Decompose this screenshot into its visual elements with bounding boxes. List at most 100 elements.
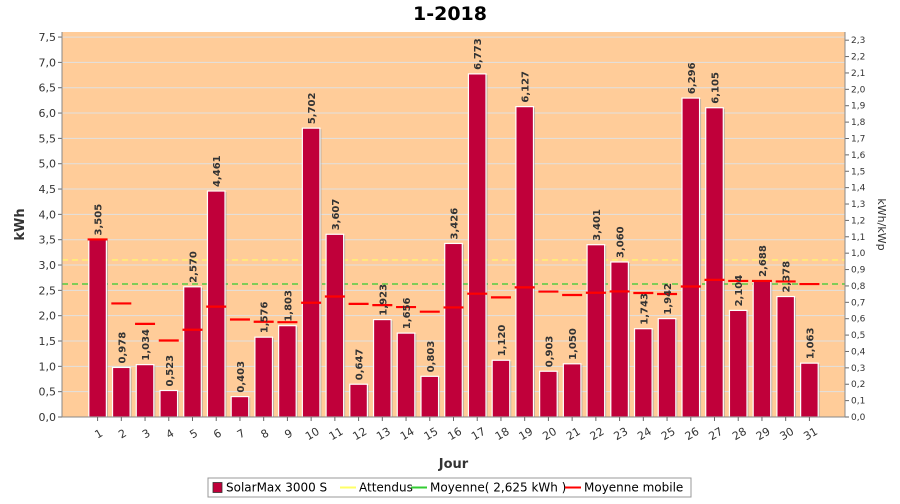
legend-box <box>207 477 692 498</box>
bar <box>206 190 226 418</box>
bar-value-label: 0,903 <box>544 336 555 368</box>
bar-value-label: 1,120 <box>497 325 508 357</box>
y-tick-label: 7,0 <box>39 56 57 69</box>
y-tick-label: 5,5 <box>39 132 57 145</box>
y2-tick-label: 0,5 <box>851 331 865 341</box>
y-tick-label: 0,0 <box>39 411 57 424</box>
y-tick-label: 4,5 <box>39 183 57 196</box>
y2-tick-label: 1,0 <box>851 249 866 259</box>
y-tick-label: 3,5 <box>39 234 57 247</box>
y2-tick-label: 1,1 <box>851 233 865 243</box>
bar-value-label: 5,702 <box>307 92 318 124</box>
chart-title: 1-2018 <box>413 3 487 25</box>
x-tick-label: 13 <box>374 425 393 443</box>
y2-tick-label: 0,2 <box>851 380 865 390</box>
x-tick-label: 14 <box>398 425 417 443</box>
bar <box>491 359 511 418</box>
y2-tick-label: 0,6 <box>851 315 866 325</box>
x-tick-label: 6 <box>211 427 224 442</box>
x-tick-label: 30 <box>778 425 797 443</box>
x-tick-label: 20 <box>540 425 559 443</box>
x-tick-label: 11 <box>327 425 346 443</box>
bar <box>135 364 155 418</box>
bar-value-label: 0,523 <box>165 355 176 387</box>
bar <box>159 389 179 418</box>
legend-label: Moyenne( 2,625 kWh ) <box>430 481 566 495</box>
bar-value-label: 2,688 <box>758 245 769 277</box>
y2-tick-label: 0,0 <box>851 413 866 423</box>
y-tick-label: 2,0 <box>39 310 57 323</box>
bar-value-label: 1,923 <box>378 284 389 316</box>
bar <box>325 233 345 418</box>
y-tick-label: 1,5 <box>39 335 57 348</box>
bar <box>444 242 463 418</box>
legend-label: Moyenne mobile <box>584 481 683 495</box>
bar-value-label: 2,104 <box>734 275 745 307</box>
y2-tick-label: 0,9 <box>851 266 866 276</box>
y2-tick-label: 2,0 <box>851 85 866 95</box>
bar-value-label: 4,461 <box>212 155 223 187</box>
bar-value-label: 1,576 <box>260 301 271 333</box>
x-tick-label: 3 <box>140 427 153 442</box>
bar-value-label: 3,505 <box>94 204 105 236</box>
bar-value-label: 1,034 <box>141 329 152 361</box>
bar-value-label: 3,426 <box>450 208 461 240</box>
bar <box>562 363 582 418</box>
bar <box>301 127 321 418</box>
bar-value-label: 6,127 <box>521 71 532 103</box>
bar <box>752 280 772 418</box>
x-tick-label: 28 <box>730 425 749 443</box>
bar-value-label: 0,403 <box>236 361 247 393</box>
y-tick-label: 3,0 <box>39 259 57 272</box>
x-tick-label: 10 <box>303 425 322 443</box>
bar-value-label: 2,570 <box>189 251 200 283</box>
bar <box>633 328 653 418</box>
y2-tick-label: 1,9 <box>851 102 866 112</box>
bar <box>776 295 796 418</box>
x-tick-label: 17 <box>469 425 488 443</box>
y-tick-label: 1,0 <box>39 360 57 373</box>
bar-value-label: 0,803 <box>426 341 437 373</box>
x-tick-label: 15 <box>422 425 441 443</box>
bar-value-label: 3,401 <box>592 209 603 241</box>
bar <box>111 366 131 418</box>
bar <box>800 362 819 418</box>
x-tick-label: 16 <box>445 425 464 443</box>
y-tick-label: 4,0 <box>39 208 57 221</box>
x-tick-label: 19 <box>517 425 536 443</box>
bar-value-label: 3,607 <box>331 199 342 231</box>
bar <box>681 97 701 418</box>
x-tick-label: 8 <box>259 427 272 442</box>
y2-tick-label: 1,4 <box>851 184 866 194</box>
bar-value-label: 0,647 <box>355 349 366 381</box>
bar <box>88 238 107 418</box>
bar-value-label: 1,743 <box>639 293 650 325</box>
y2-tick-label: 2,3 <box>851 36 865 46</box>
x-tick-label: 29 <box>754 425 773 443</box>
x-tick-label: 7 <box>235 427 248 442</box>
bar-value-label: 1,942 <box>663 283 674 315</box>
x-tick-label: 2 <box>116 427 129 442</box>
y2-tick-label: 1,3 <box>851 200 865 210</box>
x-tick-label: 25 <box>659 425 678 443</box>
bar-value-label: 6,105 <box>711 72 722 104</box>
x-tick-label: 18 <box>493 425 512 443</box>
x-tick-label: 31 <box>801 425 820 443</box>
bar <box>728 309 748 418</box>
y-axis-label: kWh <box>13 208 28 240</box>
y2-tick-label: 1,5 <box>851 167 865 177</box>
bar <box>230 395 250 418</box>
bar <box>254 336 274 418</box>
y-tick-label: 6,5 <box>39 82 57 95</box>
bar-value-label: 2,378 <box>782 261 793 293</box>
legend-swatch <box>212 482 223 493</box>
y-tick-label: 2,5 <box>39 284 57 297</box>
y2-tick-label: 0,3 <box>851 364 865 374</box>
y2-tick-label: 2,1 <box>851 69 865 79</box>
x-tick-label: 21 <box>564 425 583 443</box>
bar <box>539 370 558 418</box>
bar-value-label: 3,060 <box>616 226 627 258</box>
y2-tick-label: 0,1 <box>851 397 865 407</box>
bar <box>372 318 392 418</box>
